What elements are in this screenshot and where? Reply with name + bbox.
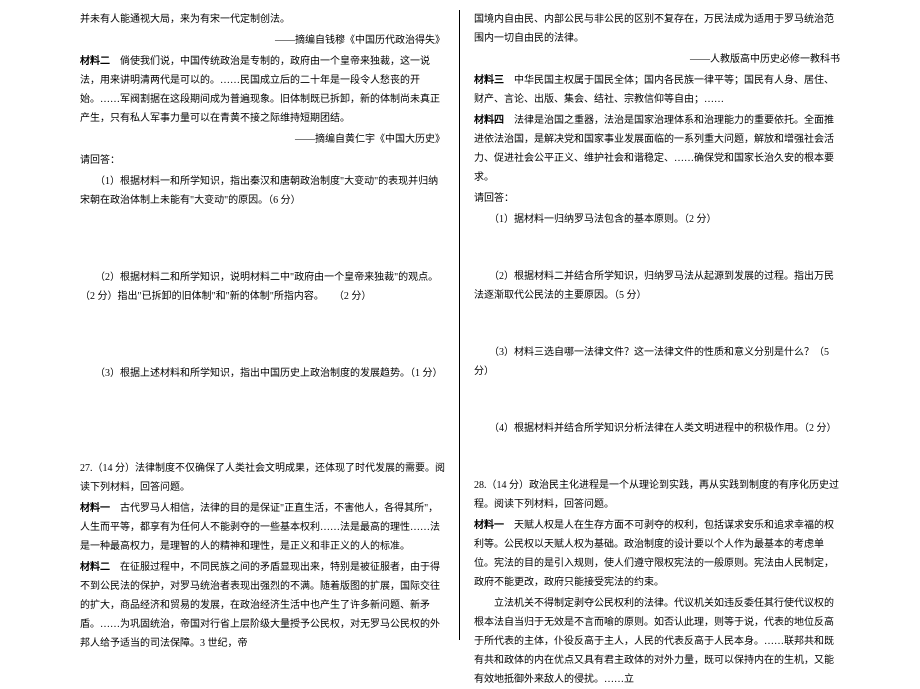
document-page: 并未有人能通视大局，来为有宋一代定制创法。 ——摘编自钱穆《中国历代政治得失》 … [0,0,920,650]
question-28-stem: 28.（14 分）政治民主化进程是一个从理论到实践，再从实践到制度的有序化历史过… [474,476,840,514]
material-3: 材料三 中华民国主权属于国民全体；国内各民族一律平等；国民有人身、居住、财产、言… [474,71,840,109]
question-4: （4）根据材料并结合所学知识分析法律在人类文明进程中的积极作用。（2 分） [474,419,840,438]
citation: ——摘编自钱穆《中国历代政治得失》 [80,31,445,50]
answer-space [80,212,445,268]
material-2b: 材料二 在征服过程中，不同民族之间的矛盾显现出来，特别是被征服者，由于得不到公民… [80,558,445,653]
material-2: 材料二 倘使我们说，中国传统政治是专制的，政府由一个皇帝来独裁，这一说法，用来讲… [80,52,445,128]
material-label: 材料一 [80,503,110,514]
material-label: 材料四 [474,115,504,126]
question-2: （2）根据材料二并结合所学知识，归纳罗马法从起源到发展的过程。指出万民法逐渐取代… [474,267,840,305]
material-label: 材料一 [474,520,504,531]
question-2: （2）根据材料二和所学知识，说明材料二中"政府由一个皇帝来独裁"的观点。（2 分… [80,268,445,306]
prompt-label: 请回答： [80,151,445,170]
citation: ——人教版高中历史必修一教科书 [474,50,840,69]
material-label: 材料三 [474,75,504,86]
answer-space [474,231,840,267]
material-text: 倘使我们说，中国传统政治是专制的，政府由一个皇帝来独裁，这一说法，用来讲明清两代… [80,56,440,124]
left-column: 并未有人能通视大局，来为有宋一代定制创法。 ——摘编自钱穆《中国历代政治得失》 … [70,10,460,640]
material-4: 材料四 法律是治国之重器，法治是国家治理体系和治理能力的重要依托。全面推进依法治… [474,111,840,187]
question-1: （1）根据材料一和所学知识，指出秦汉和唐朝政治制度"大变动"的表现并归纳宋朝在政… [80,172,445,210]
material-label: 材料二 [80,562,110,573]
question-1: （1）据材料一归纳罗马法包含的基本原则。（2 分） [474,210,840,229]
answer-space [474,307,840,343]
spacer [80,441,445,459]
citation: ——摘编自黄仁宇《中国大历史》 [80,130,445,149]
material-text: 古代罗马人相信，法律的目的是保证"正直生活，不害他人，各得其所"，人生而平等，都… [80,503,440,552]
question-27-stem: 27.（14 分）法律制度不仅确保了人类社会文明成果，还体现了时代发展的需要。阅… [80,459,445,497]
prompt-label: 请回答： [474,189,840,208]
material-label: 材料二 [80,56,110,67]
right-column: 国境内自由民、内部公民与非公民的区别不复存在，万民法成为适用于罗马统治范围内一切… [460,10,850,640]
answer-space [474,440,840,476]
paragraph: 国境内自由民、内部公民与非公民的区别不复存在，万民法成为适用于罗马统治范围内一切… [474,10,840,48]
answer-space [80,385,445,441]
material-text: 在征服过程中，不同民族之间的矛盾显现出来，特别是被征服者，由于得不到公民法的保护… [80,562,440,649]
material-text: 中华民国主权属于国民全体；国内各民族一律平等；国民有人身、居住、财产、言论、出版… [474,75,834,105]
material-text: 天赋人权是人在生存方面不可剥夺的权利，包括谋求安乐和追求幸福的权利等。公民权以天… [474,520,834,588]
material-1c: 材料一 天赋人权是人在生存方面不可剥夺的权利，包括谋求安乐和追求幸福的权利等。公… [474,516,840,592]
material-1b: 材料一 古代罗马人相信，法律的目的是保证"正直生活，不害他人，各得其所"，人生而… [80,499,445,556]
paragraph: 立法机关不得制定剥夺公民权利的法律。代议机关如违反委任其行使代议权的根本法自当归… [474,594,840,689]
question-3: （3）根据上述材料和所学知识，指出中国历史上政治制度的发展趋势。（1 分） [80,364,445,383]
answer-space [80,308,445,364]
question-3: （3）材料三选自哪一法律文件？这一法律文件的性质和意义分别是什么？（5 分） [474,343,840,381]
material-text: 法律是治国之重器，法治是国家治理体系和治理能力的重要依托。全面推进依法治国，是解… [474,115,834,183]
answer-space [474,383,840,419]
paragraph: 并未有人能通视大局，来为有宋一代定制创法。 [80,10,445,29]
